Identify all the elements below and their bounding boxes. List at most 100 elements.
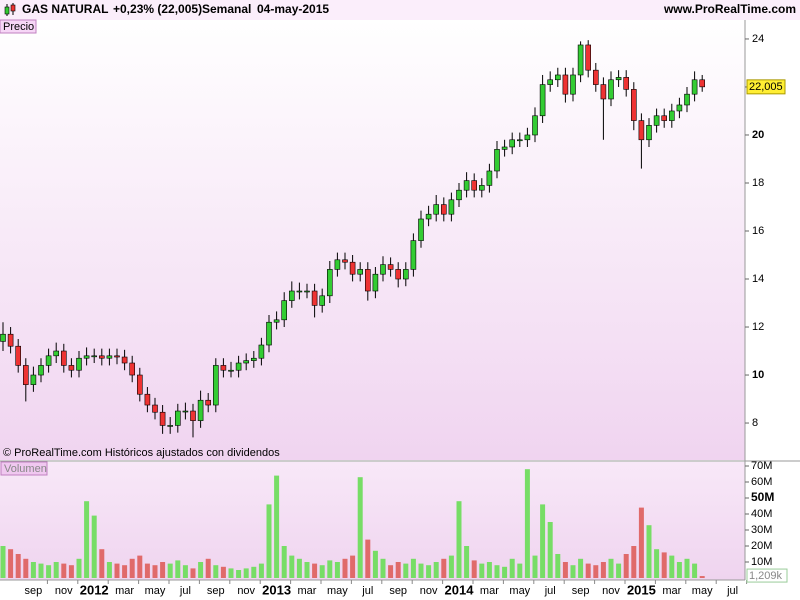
candle-body xyxy=(570,74,576,95)
volume-bar xyxy=(638,507,644,578)
y-tick-label: 20 xyxy=(752,129,764,141)
volume-bar xyxy=(0,546,6,578)
candle-body xyxy=(646,125,652,141)
volume-bar xyxy=(433,562,439,578)
candle-body xyxy=(235,362,242,371)
volume-bar xyxy=(23,558,29,578)
panel-label-box xyxy=(0,19,37,34)
candle-body xyxy=(281,300,288,321)
volume-bar xyxy=(289,555,295,578)
candle-body xyxy=(433,204,440,215)
volume-bar xyxy=(61,563,67,578)
header-icon xyxy=(4,3,16,16)
candle-body xyxy=(478,185,485,191)
candle-body xyxy=(7,333,14,347)
last-volume-box xyxy=(746,568,788,583)
candle-body xyxy=(121,356,128,364)
x-tick-label: mar xyxy=(298,585,317,597)
candle-body xyxy=(205,399,211,406)
volume-bar xyxy=(144,563,150,578)
candle-body xyxy=(129,362,135,376)
y-tick-label: 16 xyxy=(752,225,764,237)
x-tick-label: jul xyxy=(726,585,738,597)
volume-bar xyxy=(327,560,333,578)
volume-bar xyxy=(616,563,622,578)
volume-bar xyxy=(129,558,135,578)
volume-bar xyxy=(236,570,242,578)
candle-body xyxy=(288,290,295,301)
candle-body xyxy=(152,404,158,413)
x-tick-label: may xyxy=(145,585,166,597)
candle-body xyxy=(592,69,599,85)
candle-body xyxy=(30,374,37,385)
volume-bar xyxy=(38,563,44,578)
candle-body xyxy=(68,365,75,371)
price-panel-label: Precio xyxy=(3,21,34,33)
candle-body xyxy=(326,269,333,297)
x-tick-label: nov xyxy=(420,585,438,597)
y-tick-label: 50M xyxy=(751,490,774,504)
x-tick-label: nov xyxy=(237,585,255,597)
instrument: GAS NATURAL xyxy=(22,2,108,16)
candle-body xyxy=(471,180,478,191)
x-tick-label: nov xyxy=(55,585,73,597)
candle-body xyxy=(99,355,105,359)
volume-bar xyxy=(471,560,477,578)
candle-body xyxy=(243,360,249,364)
panel-label-box xyxy=(0,461,48,476)
volume-bar xyxy=(365,539,371,578)
volume-bar xyxy=(676,562,682,578)
date: 04-may-2015 xyxy=(257,2,329,16)
y-tick-label: 14 xyxy=(752,273,764,285)
change: +0,23% (22,005) xyxy=(113,2,202,16)
y-tick-label: 10M xyxy=(751,556,772,568)
candle-body xyxy=(266,321,272,346)
candle-body xyxy=(425,213,432,220)
candle-body xyxy=(228,369,234,372)
volume-bar xyxy=(198,562,204,578)
x-tick-label: may xyxy=(327,585,348,597)
volume-bar xyxy=(122,565,128,578)
candle-body xyxy=(463,180,470,191)
candle-body xyxy=(15,345,21,366)
candle-body xyxy=(585,44,592,71)
x-tick-label: jul xyxy=(544,585,556,597)
y-tick-label: 30M xyxy=(751,524,772,536)
volume-bar xyxy=(53,562,59,578)
volume-panel-label: Volumen xyxy=(4,463,47,475)
volume-bar xyxy=(84,501,90,578)
candle-body xyxy=(380,264,386,275)
volume-bar xyxy=(585,563,591,578)
volume-bar xyxy=(8,549,14,578)
volume-bar xyxy=(684,558,690,578)
candle-body xyxy=(418,218,424,241)
candle-body xyxy=(334,259,341,270)
volume-bar xyxy=(106,562,112,578)
x-tick-label: sep xyxy=(25,585,43,597)
volume-bar xyxy=(137,555,143,578)
candle-body xyxy=(60,350,67,366)
x-tick-label: sep xyxy=(389,585,407,597)
candle-body xyxy=(691,79,698,95)
candle-body xyxy=(509,139,516,148)
candle-body xyxy=(448,199,455,215)
volume-bar xyxy=(699,576,705,578)
x-tick-label: sep xyxy=(572,585,590,597)
volume-bar xyxy=(524,469,530,578)
volume-bar xyxy=(388,565,394,578)
volume-panel xyxy=(0,462,745,580)
candle-body xyxy=(220,365,227,371)
candle-body xyxy=(577,44,584,76)
candle-body xyxy=(684,93,690,106)
volume-bar xyxy=(357,477,363,578)
volume-bar xyxy=(319,565,325,578)
candle-body xyxy=(319,295,326,306)
x-axis-area xyxy=(0,580,745,600)
website[interactable]: www.ProRealTime.com xyxy=(663,2,796,16)
volume-bar xyxy=(441,558,447,578)
candle-body xyxy=(501,146,508,150)
volume-bar xyxy=(692,563,698,578)
candle-body xyxy=(0,333,6,342)
volume-bar xyxy=(175,560,181,578)
candle-body xyxy=(159,411,166,426)
